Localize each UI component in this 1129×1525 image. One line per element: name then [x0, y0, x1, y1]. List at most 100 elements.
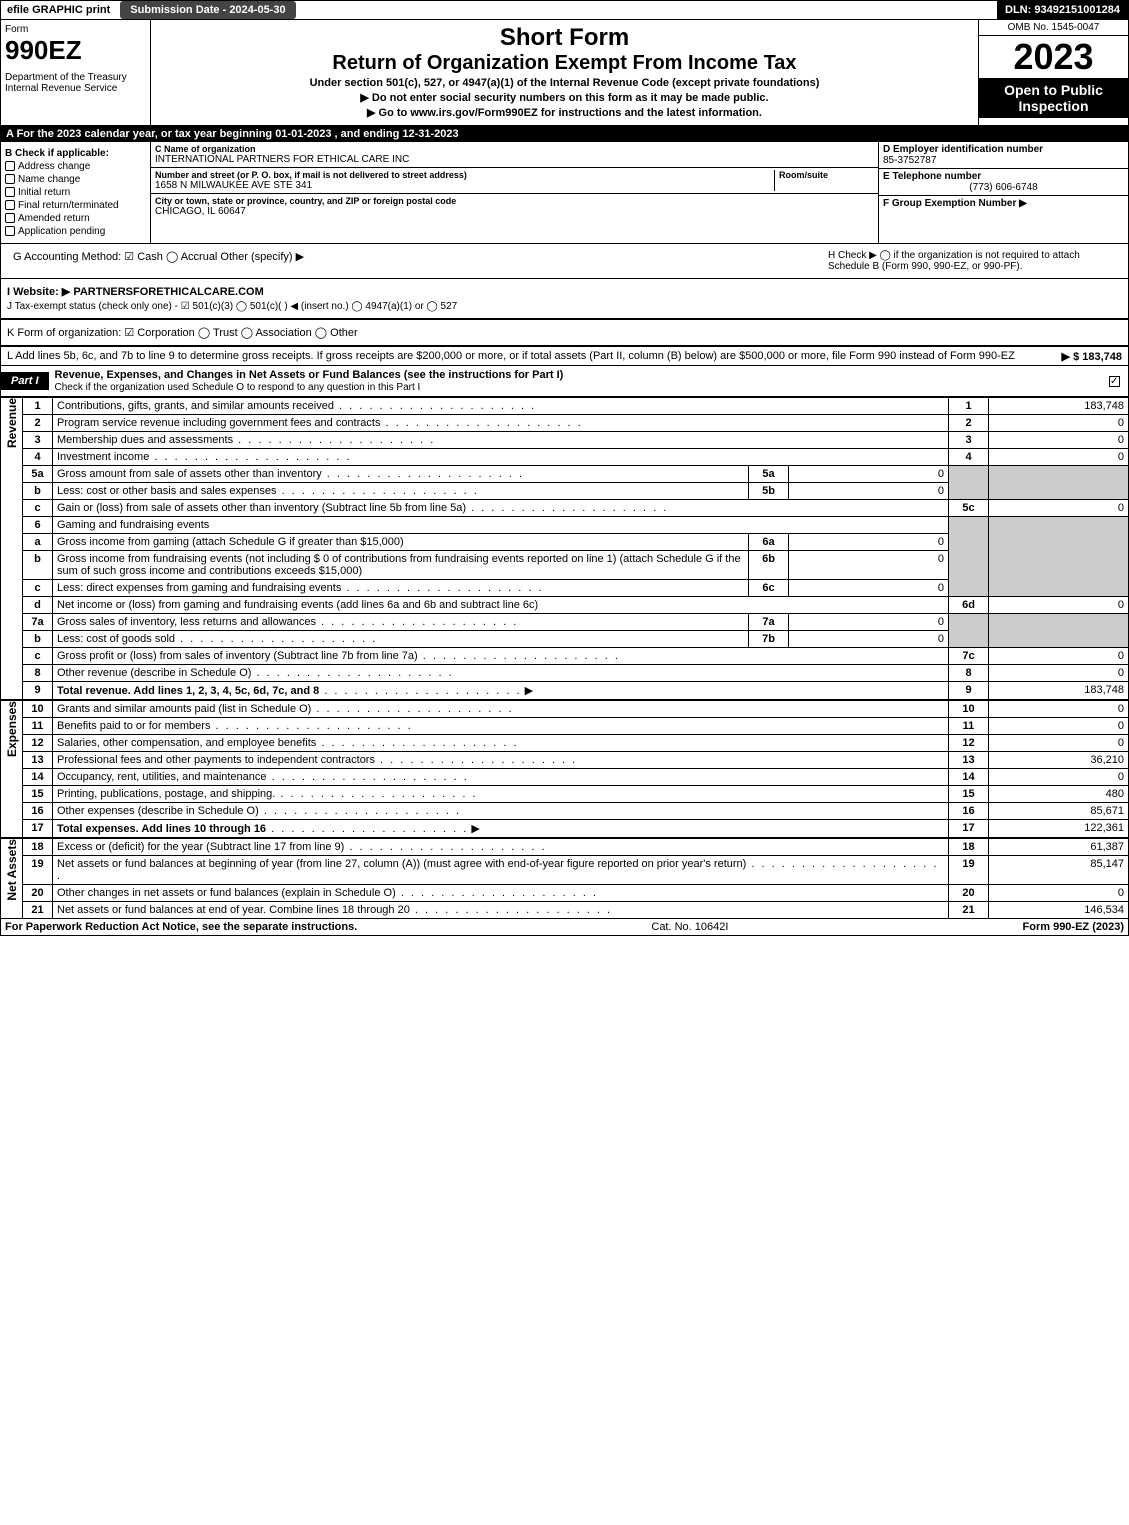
netassets-table: 18Excess or (deficit) for the year (Subt… — [22, 838, 1129, 919]
expenses-vlabel: Expenses — [0, 700, 22, 838]
chk-amended: Amended return — [5, 213, 146, 224]
goto-link[interactable]: ▶ Go to www.irs.gov/Form990EZ for instru… — [155, 106, 974, 119]
address-row: Number and street (or P. O. box, if mail… — [151, 168, 878, 194]
line-l-text: L Add lines 5b, 6c, and 7b to line 9 to … — [7, 350, 1015, 362]
line-18: 18Excess or (deficit) for the year (Subt… — [23, 839, 1129, 856]
room-label: Room/suite — [779, 170, 874, 180]
part1-tab: Part I — [1, 372, 49, 390]
dln-label: DLN: 93492151001284 — [997, 1, 1128, 19]
ein-label: D Employer identification number — [883, 144, 1124, 155]
tel-label: E Telephone number — [883, 171, 1124, 182]
part1-header: Part I Revenue, Expenses, and Changes in… — [0, 366, 1129, 397]
checkbox-icon[interactable] — [5, 213, 15, 223]
goto-text: ▶ Go to www.irs.gov/Form990EZ for instru… — [367, 107, 762, 119]
form-number: 990EZ — [5, 35, 146, 66]
line-5a: 5aGross amount from sale of assets other… — [23, 466, 1129, 483]
line-13: 13Professional fees and other payments t… — [23, 752, 1129, 769]
tax-year: 2023 — [979, 36, 1128, 78]
revenue-vlabel: Revenue — [0, 397, 22, 700]
checkbox-icon[interactable] — [5, 187, 15, 197]
under-section: Under section 501(c), 527, or 4947(a)(1)… — [155, 77, 974, 89]
line-5c: cGain or (loss) from sale of assets othe… — [23, 500, 1129, 517]
revenue-table: 1Contributions, gifts, grants, and simil… — [22, 397, 1129, 700]
header-left: Form 990EZ Department of the Treasury In… — [1, 20, 151, 125]
omb-number: OMB No. 1545-0047 — [979, 20, 1128, 36]
line-9: 9Total revenue. Add lines 1, 2, 3, 4, 5c… — [23, 682, 1129, 700]
return-title: Return of Organization Exempt From Incom… — [155, 52, 974, 75]
department: Department of the Treasury Internal Reve… — [5, 72, 146, 94]
line-19: 19Net assets or fund balances at beginni… — [23, 856, 1129, 885]
footer-left: For Paperwork Reduction Act Notice, see … — [5, 921, 357, 933]
box-b-title: B Check if applicable: — [5, 148, 146, 159]
page-footer: For Paperwork Reduction Act Notice, see … — [0, 919, 1129, 936]
meta-k: K Form of organization: ☑ Corporation ◯ … — [0, 319, 1129, 346]
line-k: K Form of organization: ☑ Corporation ◯ … — [7, 326, 1122, 339]
line-1: 1Contributions, gifts, grants, and simil… — [23, 398, 1129, 415]
open-public: Open to Public Inspection — [979, 78, 1128, 118]
line-17: 17Total expenses. Add lines 10 through 1… — [23, 820, 1129, 838]
checkbox-icon[interactable] — [5, 200, 15, 210]
short-form-title: Short Form — [155, 24, 974, 52]
city-label: City or town, state or province, country… — [155, 196, 874, 206]
chk-pending: Application pending — [5, 226, 146, 237]
part1-title-text: Revenue, Expenses, and Changes in Net As… — [55, 369, 564, 381]
line-15: 15Printing, publications, postage, and s… — [23, 786, 1129, 803]
line-6: 6Gaming and fundraising events — [23, 517, 1129, 534]
line-10: 10Grants and similar amounts paid (list … — [23, 701, 1129, 718]
submission-date: Submission Date - 2024-05-30 — [120, 1, 295, 19]
line-6d: dNet income or (loss) from gaming and fu… — [23, 597, 1129, 614]
checkbox-icon[interactable] — [5, 161, 15, 171]
box-d-e-f: D Employer identification number 85-3752… — [878, 142, 1128, 243]
netassets-vlabel: Net Assets — [0, 838, 22, 919]
line-3: 3Membership dues and assessments30 — [23, 432, 1129, 449]
line-i: I Website: ▶ PARTNERSFORETHICALCARE.COM — [7, 285, 1122, 298]
line-7c: cGross profit or (loss) from sales of in… — [23, 648, 1129, 665]
ein-row: D Employer identification number 85-3752… — [879, 142, 1128, 169]
part1-checkline: Check if the organization used Schedule … — [55, 382, 421, 393]
part1-checkbox-icon[interactable] — [1109, 376, 1120, 387]
tel-value: (773) 606-6748 — [883, 182, 1124, 193]
name-label: C Name of organization — [155, 144, 874, 154]
org-name: INTERNATIONAL PARTNERS FOR ETHICAL CARE … — [155, 154, 874, 165]
addr-label: Number and street (or P. O. box, if mail… — [155, 170, 774, 180]
footer-right: Form 990-EZ (2023) — [1023, 921, 1124, 933]
line-2: 2Program service revenue including gover… — [23, 415, 1129, 432]
form-header: Form 990EZ Department of the Treasury In… — [0, 20, 1129, 126]
line-20: 20Other changes in net assets or fund ba… — [23, 885, 1129, 902]
ssn-warning: ▶ Do not enter social security numbers o… — [155, 91, 974, 104]
line-l-value: ▶ $ 183,748 — [1062, 350, 1122, 363]
city-value: CHICAGO, IL 60647 — [155, 206, 874, 217]
footer-center: Cat. No. 10642I — [357, 921, 1022, 933]
line-14: 14Occupancy, rent, utilities, and mainte… — [23, 769, 1129, 786]
form-word: Form — [5, 24, 146, 35]
line-7a: 7aGross sales of inventory, less returns… — [23, 614, 1129, 631]
netassets-section: Net Assets 18Excess or (deficit) for the… — [0, 838, 1129, 919]
group-row: F Group Exemption Number ▶ — [879, 196, 1128, 211]
chk-final: Final return/terminated — [5, 200, 146, 211]
info-grid: B Check if applicable: Address change Na… — [0, 142, 1129, 244]
chk-initial: Initial return — [5, 187, 146, 198]
box-c: C Name of organization INTERNATIONAL PAR… — [151, 142, 878, 243]
expenses-table: 10Grants and similar amounts paid (list … — [22, 700, 1129, 838]
efile-label[interactable]: efile GRAPHIC print — [1, 1, 116, 19]
group-label: F Group Exemption Number ▶ — [883, 198, 1124, 209]
checkbox-icon[interactable] — [5, 174, 15, 184]
line-4: 4Investment income40 — [23, 449, 1129, 466]
part1-title: Revenue, Expenses, and Changes in Net As… — [49, 366, 1101, 396]
meta-g-h: G Accounting Method: ☑ Cash ◯ Accrual Ot… — [0, 244, 1129, 279]
tel-row: E Telephone number (773) 606-6748 — [879, 169, 1128, 196]
line-12: 12Salaries, other compensation, and empl… — [23, 735, 1129, 752]
meta-l: L Add lines 5b, 6c, and 7b to line 9 to … — [0, 346, 1129, 366]
line-h: H Check ▶ ◯ if the organization is not r… — [822, 247, 1122, 275]
header-right: OMB No. 1545-0047 2023 Open to Public In… — [978, 20, 1128, 125]
ein-value: 85-3752787 — [883, 155, 1124, 166]
line-g: G Accounting Method: ☑ Cash ◯ Accrual Ot… — [7, 247, 822, 275]
header-mid: Short Form Return of Organization Exempt… — [151, 20, 978, 125]
org-name-row: C Name of organization INTERNATIONAL PAR… — [151, 142, 878, 168]
checkbox-icon[interactable] — [5, 226, 15, 236]
line-j: J Tax-exempt status (check only one) - ☑… — [7, 301, 1122, 312]
line-21: 21Net assets or fund balances at end of … — [23, 902, 1129, 919]
chk-name: Name change — [5, 174, 146, 185]
box-b: B Check if applicable: Address change Na… — [1, 142, 151, 243]
section-a-bar: A For the 2023 calendar year, or tax yea… — [0, 126, 1129, 142]
